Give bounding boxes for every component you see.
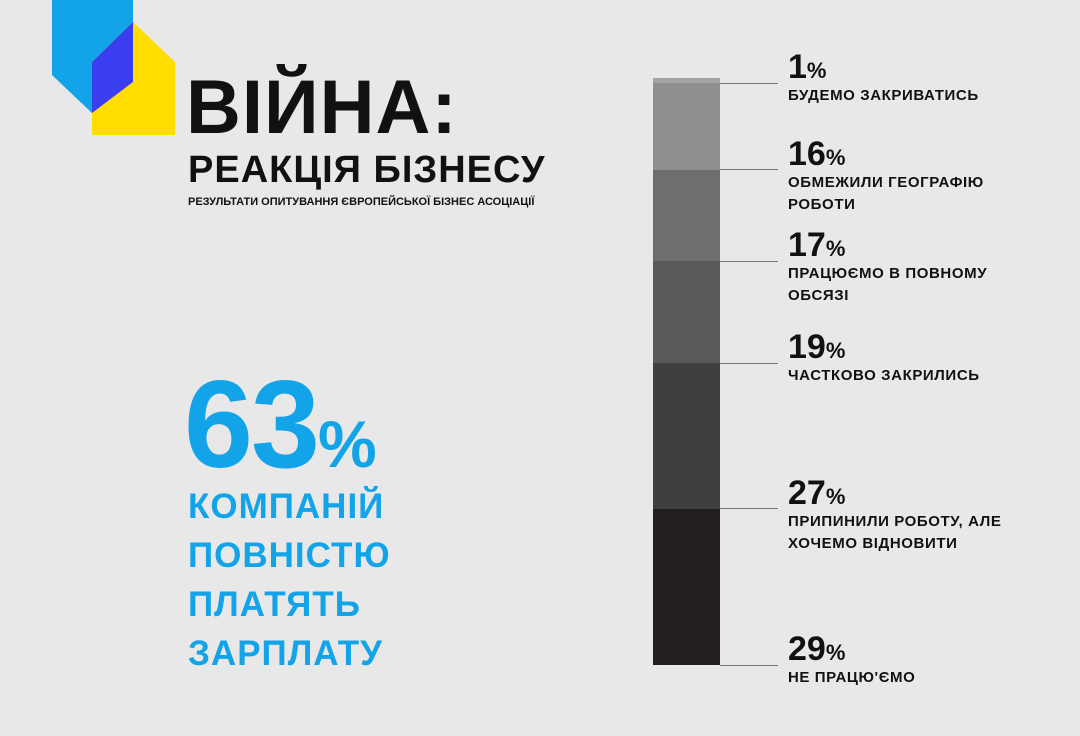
highlight-line: ПОВНІСТЮ (188, 536, 391, 575)
value-label: 16% (788, 134, 846, 173)
leader-line (720, 82, 778, 84)
bar-segment (653, 78, 720, 84)
logo (52, 0, 175, 135)
bar-segment (653, 261, 720, 364)
bar-segment (653, 169, 720, 262)
value-label: 17% (788, 226, 846, 265)
leader-line (720, 169, 778, 171)
category-label: БУДЕМО ЗАКРИВАТИСЬ (788, 87, 979, 105)
category-label: ПРАЦЮЄМО В ПОВНОМУ ОБСЯЗІ (788, 265, 988, 305)
category-label: ОБМЕЖИЛИ ГЕОГРАФІЮ РОБОТИ (788, 173, 984, 213)
title: ВІЙНА: (186, 65, 458, 150)
category-label: ЧАСТКОВО ЗАКРИЛИСЬ (788, 367, 980, 385)
highlight-line: ЗАРПЛАТУ (188, 634, 383, 673)
leader-line (720, 664, 778, 666)
highlight-line: ПЛАТЯТЬ (188, 585, 361, 624)
highlight-number: 63% (184, 356, 377, 494)
value-label: 19% (788, 328, 846, 367)
category-label: ПРИПИНИЛИ РОБОТУ, АЛЕ ХОЧЕМО ВІДНОВИТИ (788, 512, 1002, 552)
leader-line (720, 260, 778, 262)
highlight-text: КОМПАНІЙ ПОВНІСТЮ ПЛАТЯТЬ ЗАРПЛАТУ (188, 482, 391, 678)
note: РЕЗУЛЬТАТИ ОПИТУВАННЯ ЄВРОПЕЙСЬКОЇ БІЗНЕ… (188, 196, 535, 208)
bar-segment (653, 363, 720, 509)
highlight-line: КОМПАНІЙ (188, 487, 385, 526)
bar-segment (653, 508, 720, 665)
leader-line (720, 508, 778, 510)
category-label: НЕ ПРАЦЮ'ЄМО (788, 669, 916, 686)
value-label: 29% (788, 630, 846, 668)
leader-line (720, 362, 778, 364)
value-label: 1% (788, 48, 827, 87)
value-label: 27% (788, 473, 846, 512)
bar-segment (653, 83, 720, 170)
subtitle: РЕАКЦІЯ БІЗНЕСУ (188, 149, 546, 191)
